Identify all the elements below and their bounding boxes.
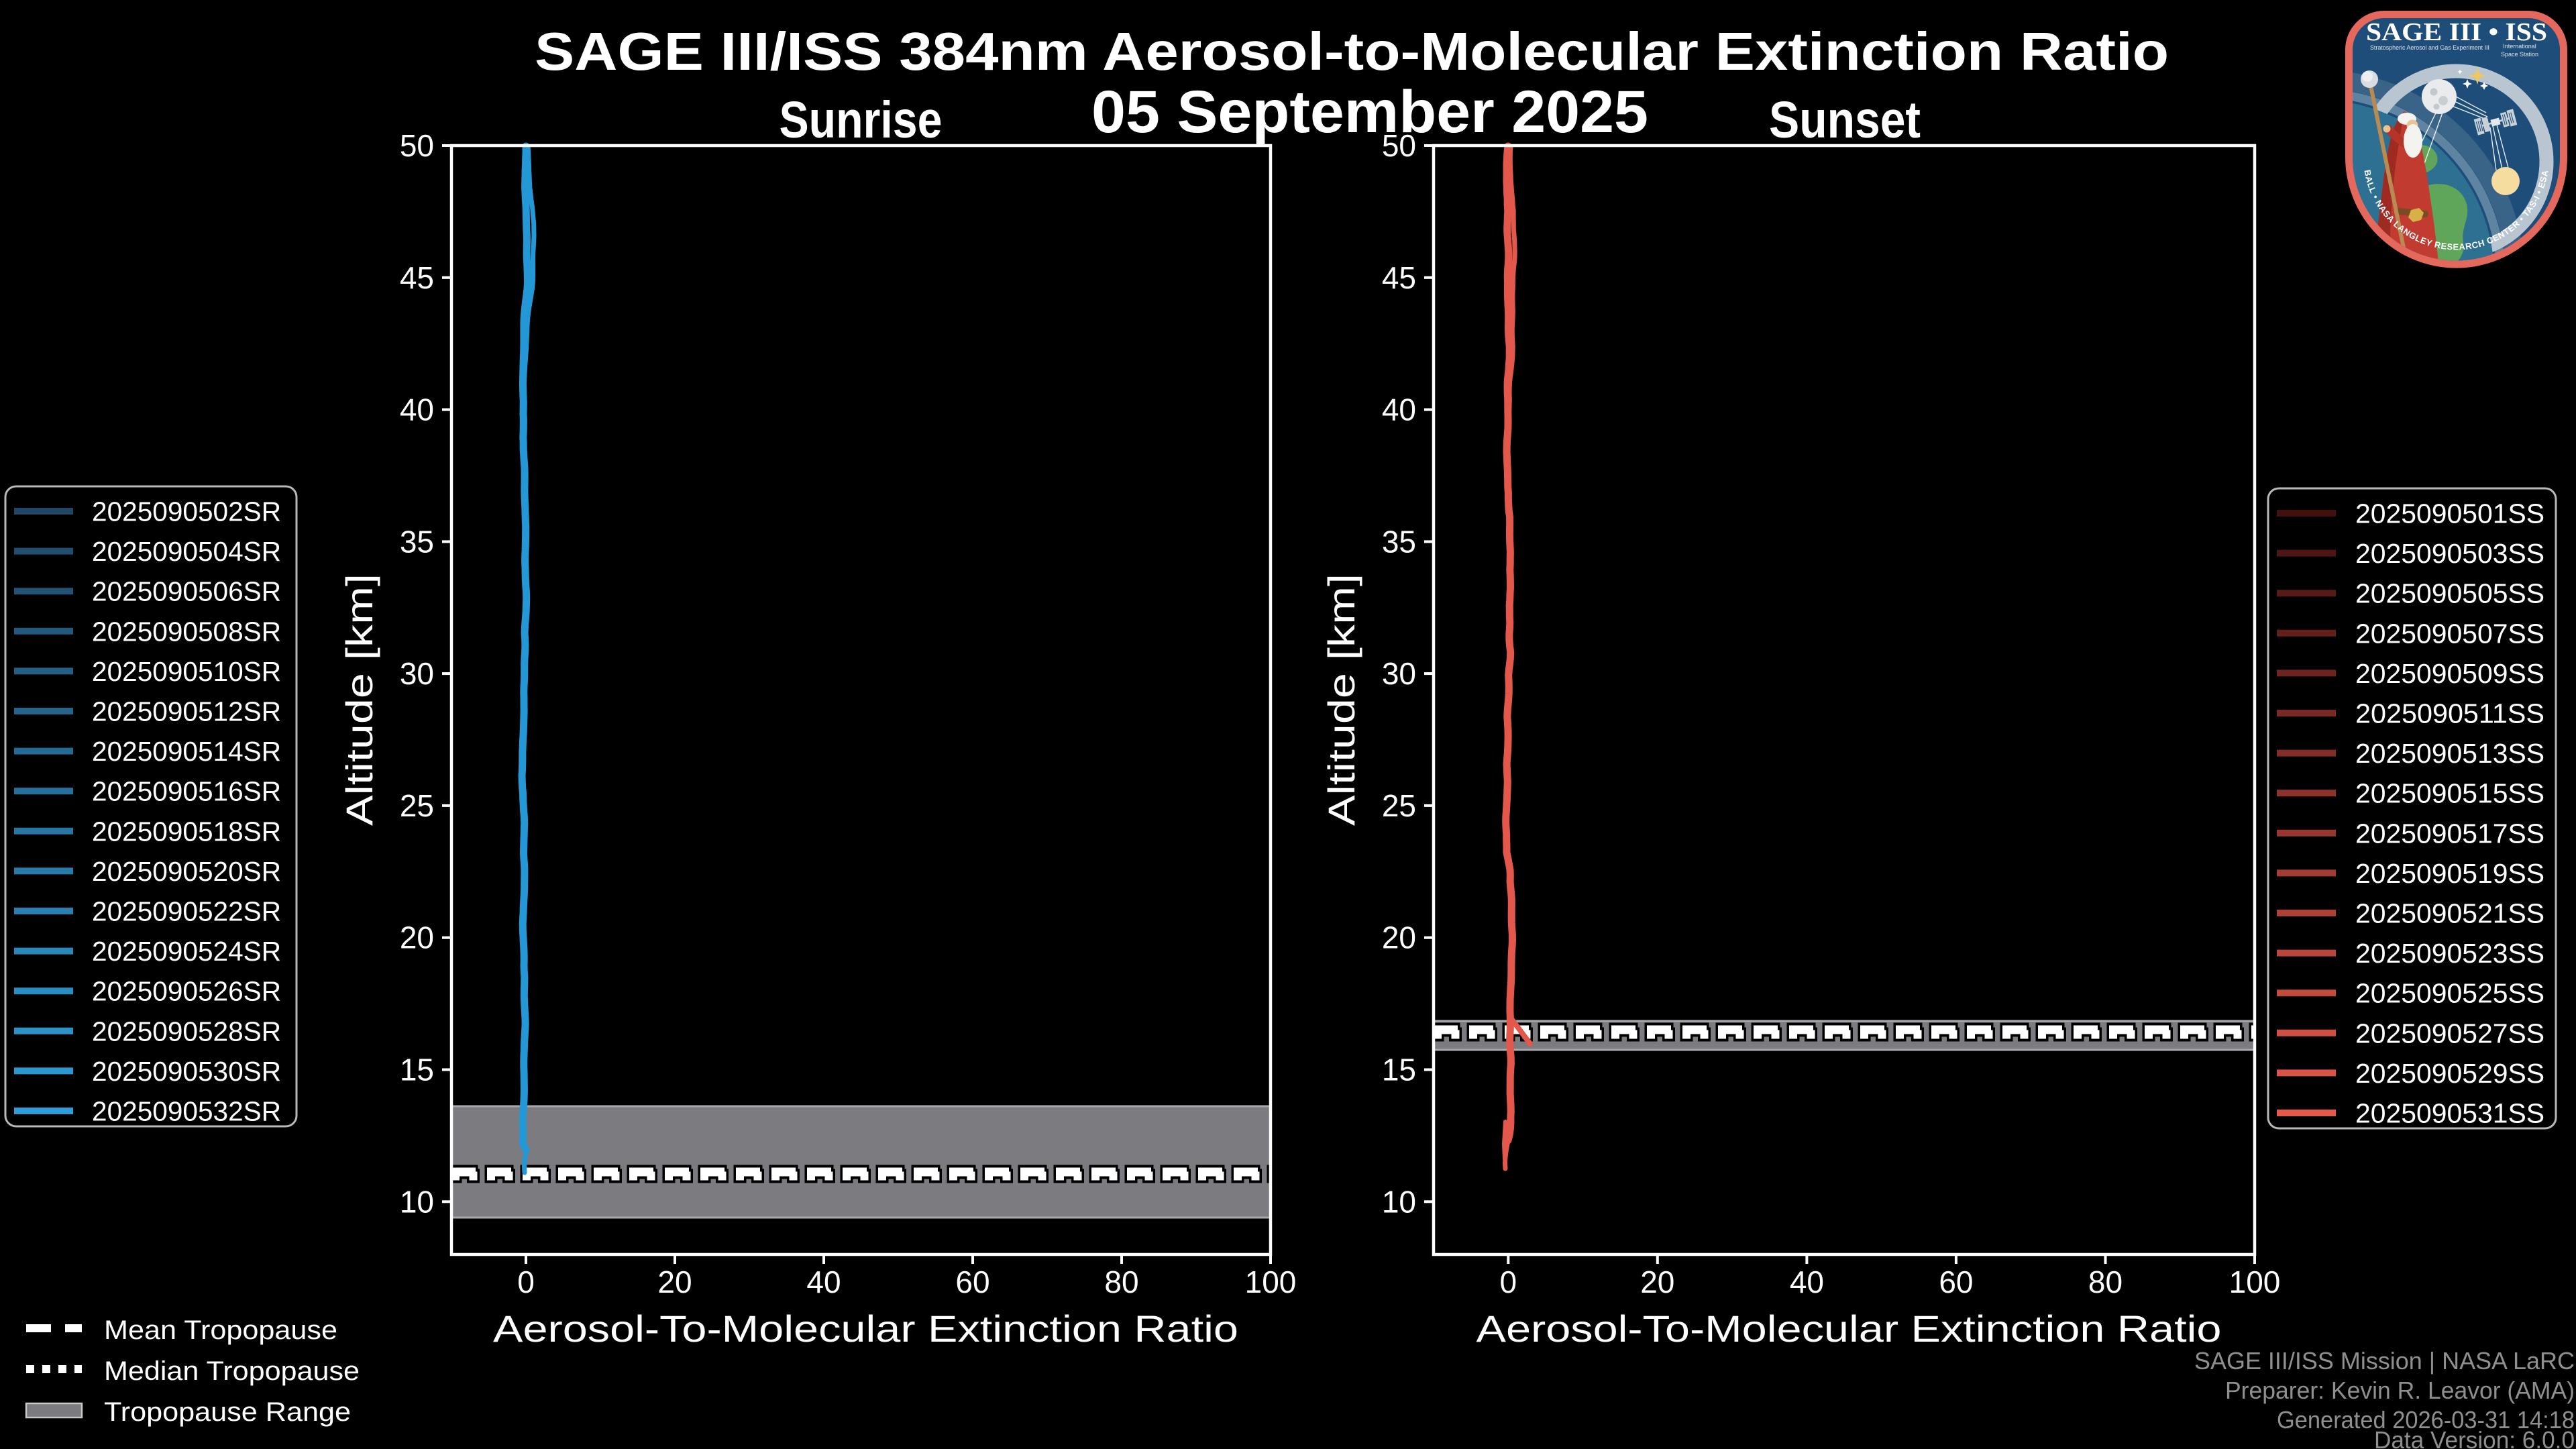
svg-text:100: 100: [1245, 1265, 1297, 1299]
svg-text:15: 15: [1382, 1053, 1416, 1087]
svg-text:2025090530SR: 2025090530SR: [92, 1056, 281, 1087]
svg-text:Altitude [km]: Altitude [km]: [338, 574, 380, 826]
svg-text:20: 20: [1382, 920, 1416, 955]
svg-text:Preparer: Kevin R. Leavor (AMA: Preparer: Kevin R. Leavor (AMA): [2225, 1377, 2575, 1404]
svg-text:2025090527SS: 2025090527SS: [2355, 1018, 2544, 1049]
svg-text:40: 40: [400, 392, 434, 427]
svg-text:Aerosol-To-Molecular Extinctio: Aerosol-To-Molecular Extinction Ratio: [493, 1307, 1238, 1350]
svg-text:2025090506SR: 2025090506SR: [92, 576, 281, 607]
svg-text:2025090523SS: 2025090523SS: [2355, 938, 2544, 969]
svg-text:2025090532SR: 2025090532SR: [92, 1096, 281, 1127]
svg-text:International: International: [2503, 43, 2536, 50]
svg-text:Tropopause Range: Tropopause Range: [104, 1397, 351, 1427]
svg-text:40: 40: [806, 1265, 841, 1299]
svg-text:25: 25: [400, 788, 434, 823]
svg-text:Data Version: 6.0.0: Data Version: 6.0.0: [2374, 1426, 2575, 1449]
svg-text:30: 30: [1382, 656, 1416, 691]
svg-text:10: 10: [400, 1184, 434, 1219]
svg-text:45: 45: [400, 260, 434, 295]
svg-text:80: 80: [2088, 1265, 2123, 1299]
svg-text:80: 80: [1104, 1265, 1138, 1299]
svg-text:Generated 2026-03-31 14:18: Generated 2026-03-31 14:18: [2277, 1406, 2575, 1434]
svg-text:0: 0: [1500, 1265, 1517, 1299]
svg-text:Sunset: Sunset: [1769, 91, 1921, 149]
svg-text:2025090508SR: 2025090508SR: [92, 616, 281, 647]
svg-text:2025090514SR: 2025090514SR: [92, 736, 281, 767]
svg-text:2025090507SS: 2025090507SS: [2355, 618, 2544, 649]
svg-text:60: 60: [1939, 1265, 1973, 1299]
svg-text:100: 100: [2229, 1265, 2281, 1299]
svg-text:2025090517SS: 2025090517SS: [2355, 818, 2544, 849]
svg-text:45: 45: [1382, 260, 1416, 295]
svg-text:SAGE III/ISS 384nm Aerosol-to-: SAGE III/ISS 384nm Aerosol-to-Molecular …: [535, 21, 2169, 81]
svg-text:35: 35: [400, 524, 434, 559]
svg-text:2025090526SR: 2025090526SR: [92, 976, 281, 1007]
svg-text:Stratospheric Aerosol and Gas: Stratospheric Aerosol and Gas Experiment…: [2370, 44, 2489, 51]
svg-text:2025090525SS: 2025090525SS: [2355, 978, 2544, 1009]
svg-text:Mean Tropopause: Mean Tropopause: [104, 1316, 337, 1345]
svg-text:20: 20: [1640, 1265, 1674, 1299]
svg-text:2025090519SS: 2025090519SS: [2355, 858, 2544, 889]
svg-text:2025090518SR: 2025090518SR: [92, 816, 281, 847]
svg-text:2025090510SR: 2025090510SR: [92, 656, 281, 687]
svg-text:2025090504SR: 2025090504SR: [92, 536, 281, 567]
svg-text:2025090520SR: 2025090520SR: [92, 856, 281, 887]
svg-text:Space Station: Space Station: [2501, 51, 2538, 58]
svg-text:2025090509SS: 2025090509SS: [2355, 658, 2544, 689]
svg-text:20: 20: [400, 920, 434, 955]
svg-text:40: 40: [1790, 1265, 1824, 1299]
svg-text:20: 20: [657, 1265, 692, 1299]
svg-text:25: 25: [1382, 788, 1416, 823]
svg-text:50: 50: [400, 128, 434, 163]
svg-text:2025090515SS: 2025090515SS: [2355, 778, 2544, 809]
svg-text:Median Tropopause: Median Tropopause: [104, 1356, 360, 1386]
svg-text:2025090531SS: 2025090531SS: [2355, 1098, 2544, 1129]
svg-text:2025090513SS: 2025090513SS: [2355, 738, 2544, 769]
svg-text:2025090511SS: 2025090511SS: [2355, 698, 2544, 729]
svg-text:SAGE III • ISS: SAGE III • ISS: [2366, 18, 2547, 46]
svg-text:2025090501SS: 2025090501SS: [2355, 498, 2544, 529]
svg-text:SAGE III/ISS Mission | NASA La: SAGE III/ISS Mission | NASA LaRC: [2194, 1347, 2575, 1375]
svg-text:0: 0: [517, 1265, 535, 1299]
svg-text:2025090528SR: 2025090528SR: [92, 1016, 281, 1046]
svg-text:05 September 2025: 05 September 2025: [1091, 78, 1648, 145]
svg-text:2025090522SR: 2025090522SR: [92, 896, 281, 927]
svg-text:60: 60: [955, 1265, 989, 1299]
svg-text:2025090502SR: 2025090502SR: [92, 496, 281, 527]
svg-text:2025090524SR: 2025090524SR: [92, 936, 281, 967]
svg-text:2025090521SS: 2025090521SS: [2355, 898, 2544, 929]
svg-text:Aerosol-To-Molecular Extinctio: Aerosol-To-Molecular Extinction Ratio: [1477, 1307, 2222, 1350]
svg-text:30: 30: [400, 656, 434, 691]
svg-text:Sunrise: Sunrise: [780, 91, 943, 149]
svg-text:35: 35: [1382, 524, 1416, 559]
svg-text:2025090512SR: 2025090512SR: [92, 696, 281, 727]
svg-text:2025090529SS: 2025090529SS: [2355, 1058, 2544, 1089]
svg-text:50: 50: [1382, 128, 1416, 163]
svg-text:Altitude [km]: Altitude [km]: [1320, 574, 1362, 826]
svg-text:10: 10: [1382, 1184, 1416, 1219]
svg-text:2025090516SR: 2025090516SR: [92, 776, 281, 807]
svg-text:2025090505SS: 2025090505SS: [2355, 578, 2544, 609]
svg-text:40: 40: [1382, 392, 1416, 427]
svg-text:15: 15: [400, 1053, 434, 1087]
svg-text:2025090503SS: 2025090503SS: [2355, 538, 2544, 569]
